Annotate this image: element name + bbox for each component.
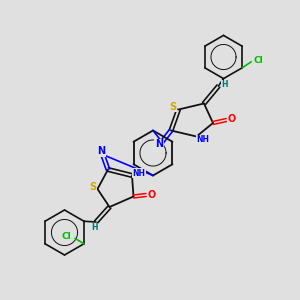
Text: NH: NH [133, 169, 146, 178]
Text: S: S [169, 101, 177, 112]
Text: Cl: Cl [62, 232, 71, 241]
Text: Cl: Cl [254, 56, 264, 65]
Text: N: N [97, 146, 105, 157]
Text: H: H [221, 80, 228, 89]
Text: N: N [155, 139, 163, 149]
Text: O: O [147, 190, 156, 200]
Text: NH: NH [196, 135, 210, 144]
Text: S: S [89, 182, 97, 192]
Text: H: H [91, 223, 98, 232]
Text: O: O [228, 114, 236, 124]
